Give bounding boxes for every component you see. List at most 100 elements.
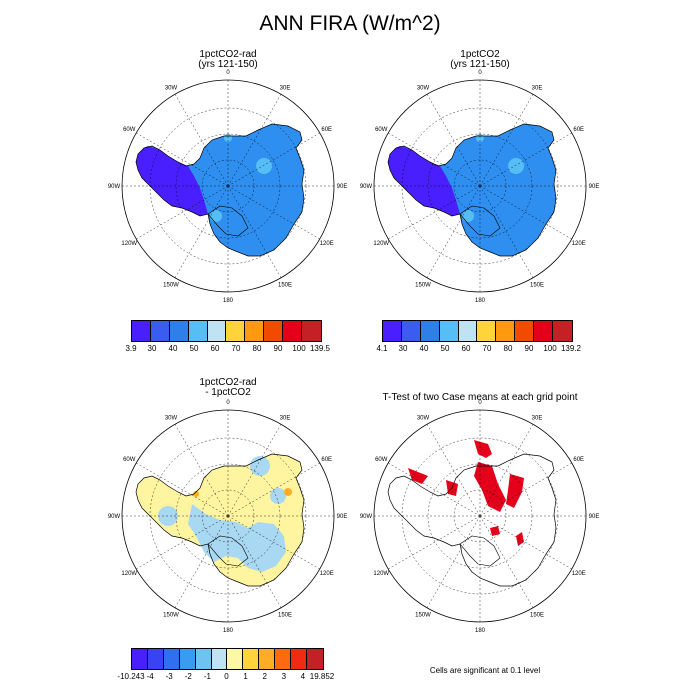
longitude-label: 0: [226, 70, 230, 76]
map-panel-3: 0 30E 60E 90E 120E 150E 180 150W 120W 90W 60W 30W: [108, 396, 348, 636]
field-deep-blue-1: [136, 134, 272, 222]
longitude-label: 30E: [532, 415, 543, 421]
colorbar-tick-label: 0: [224, 672, 229, 681]
longitude-label: 120W: [121, 241, 137, 247]
colorbar-tick-label: 30: [147, 344, 157, 353]
longitude-label: 60E: [321, 127, 332, 133]
colorbar-swatch: [383, 321, 402, 341]
colorbar-swatch: [283, 321, 303, 341]
colorbar-swatch: [188, 321, 208, 341]
map-panel-4: 0 30E 60E 90E 120E 150E 180 150W 120W 90W 60W 30W: [360, 396, 600, 636]
colorbar-swatch: [211, 649, 228, 669]
longitude-label: 30E: [280, 415, 291, 421]
longitude-label: 60E: [573, 457, 584, 463]
ice-shelf-outline: [207, 205, 249, 237]
flux-field-fill: [388, 124, 556, 256]
meridian-line: [479, 515, 572, 570]
panel-2-title-line2: (yrs 121-150): [450, 59, 510, 70]
colorbar-swatch: [401, 321, 421, 341]
meridian-line: [227, 462, 320, 517]
difference-positive-patch: [284, 488, 292, 496]
meridian-line: [174, 94, 229, 187]
meridian-line: [227, 94, 282, 187]
colorbar-tick-label: 3: [281, 672, 287, 681]
ice-shelf-outline: [459, 205, 501, 237]
longitude-label: 30W: [417, 85, 430, 91]
longitude-labels-3: 0 30E 60E 90E 120E 150E 180 150W 120W 90W 60W 30W: [108, 400, 347, 634]
polar-map-4: 0 30E 60E 90E 120E 150E 180 150W 120W 90W 60W 30W: [360, 400, 600, 634]
meridian-line: [227, 515, 282, 608]
longitude-label: 180: [223, 298, 234, 304]
meridian-line: [227, 185, 282, 278]
longitude-label: 90E: [589, 514, 600, 520]
longitude-label: 180: [475, 298, 486, 304]
colorbar-swatch: [150, 321, 170, 341]
coastline-3: [135, 453, 305, 587]
flux-low-region: [388, 146, 460, 216]
meridian-line: [479, 185, 534, 278]
longitude-label: 150W: [415, 613, 431, 619]
significant-cell-cluster: [490, 526, 500, 536]
colorbar-swatch: [163, 649, 180, 669]
flux-field-fill: [136, 124, 304, 256]
longitude-label: 120E: [320, 241, 334, 247]
panel-3-title-line1: 1pctCO2-rad: [199, 377, 257, 388]
longitude-label: 90W: [108, 184, 121, 190]
antarctic-coastline: [135, 123, 305, 257]
longitude-label: 150E: [530, 613, 544, 619]
colorbar-tick-label: -10.243: [117, 672, 145, 681]
colorbar-swatch: [477, 321, 497, 341]
longitude-label: 30W: [165, 85, 178, 91]
longitude-label: 120W: [373, 571, 389, 577]
longitude-label: 90E: [589, 184, 600, 190]
longitude-label: 30E: [532, 85, 543, 91]
meridian-line: [426, 515, 481, 608]
longitude-label: 120W: [373, 241, 389, 247]
colorbar-tick-label: 80: [252, 344, 262, 353]
longitude-label: 150E: [278, 283, 292, 289]
colorbar-swatch: [302, 321, 321, 341]
colorbar-2-labels: 4.1 30 40 50 60 70 80 90 100 139.2: [376, 344, 581, 354]
longitude-label: 0: [226, 400, 230, 406]
colorbar-tick-label: 80: [503, 344, 513, 353]
colorbar-tick-label: 50: [440, 344, 450, 353]
meridian-line: [227, 515, 320, 570]
longitude-label: 60W: [123, 127, 136, 133]
difference-negative-patch: [250, 456, 270, 476]
colorbar-swatch: [132, 649, 148, 669]
flux-patch: [256, 158, 272, 174]
colorbar-swatch: [259, 649, 276, 669]
longitude-label: 0: [478, 70, 482, 76]
meridian-line: [479, 94, 534, 187]
panel-1-title: 1pctCO2-rad (yrs 121-150): [108, 50, 348, 70]
longitude-label: 120E: [572, 241, 586, 247]
significant-cell-cluster: [474, 440, 492, 458]
longitude-label: 120E: [572, 571, 586, 577]
meridian-line: [426, 94, 481, 187]
colorbar-2: [382, 320, 573, 342]
colorbar-tick-label: -1: [203, 672, 211, 681]
colorbar-swatch: [515, 321, 535, 341]
significant-cell-cluster: [474, 462, 506, 512]
colorbar-tick-label: 70: [482, 344, 492, 353]
meridian-line: [388, 462, 481, 517]
colorbar-swatch: [245, 321, 265, 341]
colorbar-swatch: [439, 321, 459, 341]
panel-3-title-line2: - 1pctCO2: [205, 387, 251, 398]
longitude-label: 90W: [360, 184, 373, 190]
longitude-label: 90W: [108, 514, 121, 520]
longitude-label: 120E: [320, 571, 334, 577]
colorbar-tick-label: 60: [210, 344, 220, 353]
longitude-label: 60E: [573, 127, 584, 133]
meridian-line: [479, 424, 534, 517]
colorbar-swatch: [420, 321, 440, 341]
graticule-2: [373, 79, 587, 293]
longitude-label: 150W: [163, 613, 179, 619]
colorbar-tick-label: -3: [165, 672, 173, 681]
panel-2-title-line1: 1pctCO2: [460, 49, 500, 60]
meridian-line: [479, 462, 572, 517]
meridian-line: [227, 185, 320, 240]
antarctic-coastline: [387, 123, 557, 257]
panel-4-title: T-Test of two Case means at each grid po…: [382, 392, 578, 403]
colorbar-tick-label: 100: [292, 344, 306, 353]
